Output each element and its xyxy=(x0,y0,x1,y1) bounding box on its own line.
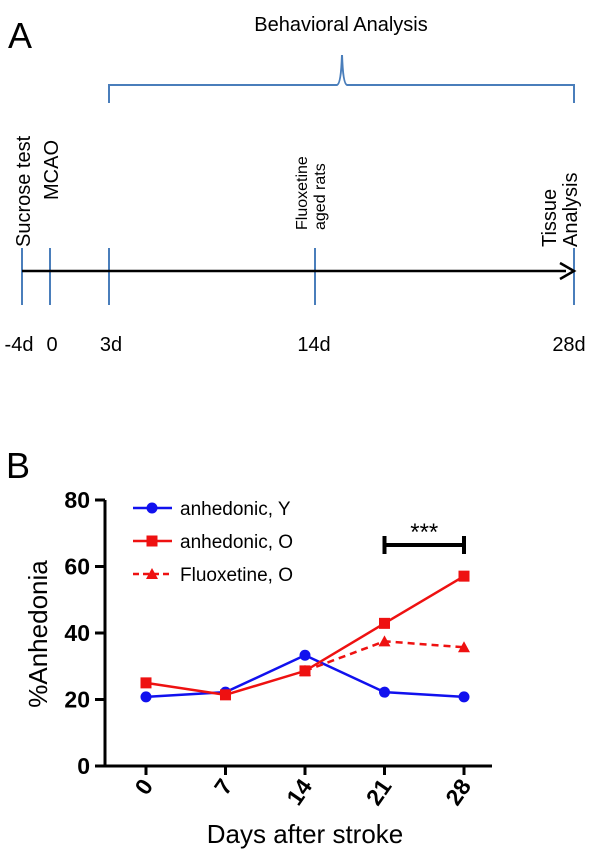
data-point-0 xyxy=(379,686,390,698)
data-point-1 xyxy=(220,689,231,701)
legend-marker xyxy=(146,502,158,514)
x-tick-label: 14 xyxy=(281,774,317,810)
data-point-0 xyxy=(140,691,152,703)
y-axis-label: %Anhedonia xyxy=(23,560,53,708)
tick-label-m4: -4d xyxy=(5,334,34,356)
y-tick-label: 0 xyxy=(77,753,90,779)
data-point-1 xyxy=(140,677,152,689)
legend-marker xyxy=(146,535,158,547)
x-axis-label: Days after stroke xyxy=(207,819,404,849)
chart-legend: anhedonic, Y anhedonic, O Fluoxetine, O xyxy=(133,499,293,586)
panel-b: B %Anhedonia Days after stroke 0 20 40 60 80… xyxy=(6,445,492,849)
y-tick-label: 80 xyxy=(64,487,90,513)
significance-stars: *** xyxy=(410,519,438,546)
event-label-aged-rats: aged rats xyxy=(312,163,329,230)
data-point-0 xyxy=(299,649,311,661)
data-point-1 xyxy=(379,617,390,629)
event-label-mcao: MCAO xyxy=(41,140,63,200)
x-tick-label: 0 xyxy=(129,774,158,799)
data-point-2 xyxy=(458,641,470,653)
tick-label-14: 14d xyxy=(297,334,330,356)
series-line-1 xyxy=(145,575,465,697)
event-label-fluoxetine: Fluoxetine xyxy=(294,156,311,230)
panel-a-label: A xyxy=(8,15,32,56)
chart-series xyxy=(140,570,470,703)
y-tick-label: 60 xyxy=(64,554,90,580)
behavioral-bracket xyxy=(108,54,575,103)
tick-label-28: 28d xyxy=(552,334,585,356)
timeline-arrowhead xyxy=(559,261,577,281)
y-tick-label: 40 xyxy=(64,620,90,646)
panel-a: A Behavioral Analysis -4d 0 3d 14d 28d S… xyxy=(5,14,586,356)
panel-b-label: B xyxy=(6,445,30,486)
event-label-sucrose: Sucrose test xyxy=(13,135,35,247)
tick-label-0: 0 xyxy=(46,334,57,356)
data-point-0 xyxy=(458,691,470,703)
significance-annotation: *** xyxy=(382,519,466,554)
legend-marker xyxy=(146,568,158,579)
event-label-analysis: Analysis xyxy=(560,173,582,247)
legend-label: anhedonic, O xyxy=(180,532,293,553)
data-point-1 xyxy=(458,570,470,582)
x-tick-label: 28 xyxy=(440,774,476,810)
data-point-2 xyxy=(299,664,311,676)
event-label-tissue: Tissue xyxy=(539,189,561,247)
x-tick-label: 7 xyxy=(209,774,238,799)
legend-label: Fluoxetine, O xyxy=(180,565,293,586)
legend-label: anhedonic, Y xyxy=(180,499,291,520)
bracket-label: Behavioral Analysis xyxy=(254,14,427,36)
data-point-2 xyxy=(378,635,391,647)
x-tick-label: 21 xyxy=(361,774,397,810)
y-tick-label: 20 xyxy=(64,687,90,713)
tick-label-3: 3d xyxy=(100,334,122,356)
